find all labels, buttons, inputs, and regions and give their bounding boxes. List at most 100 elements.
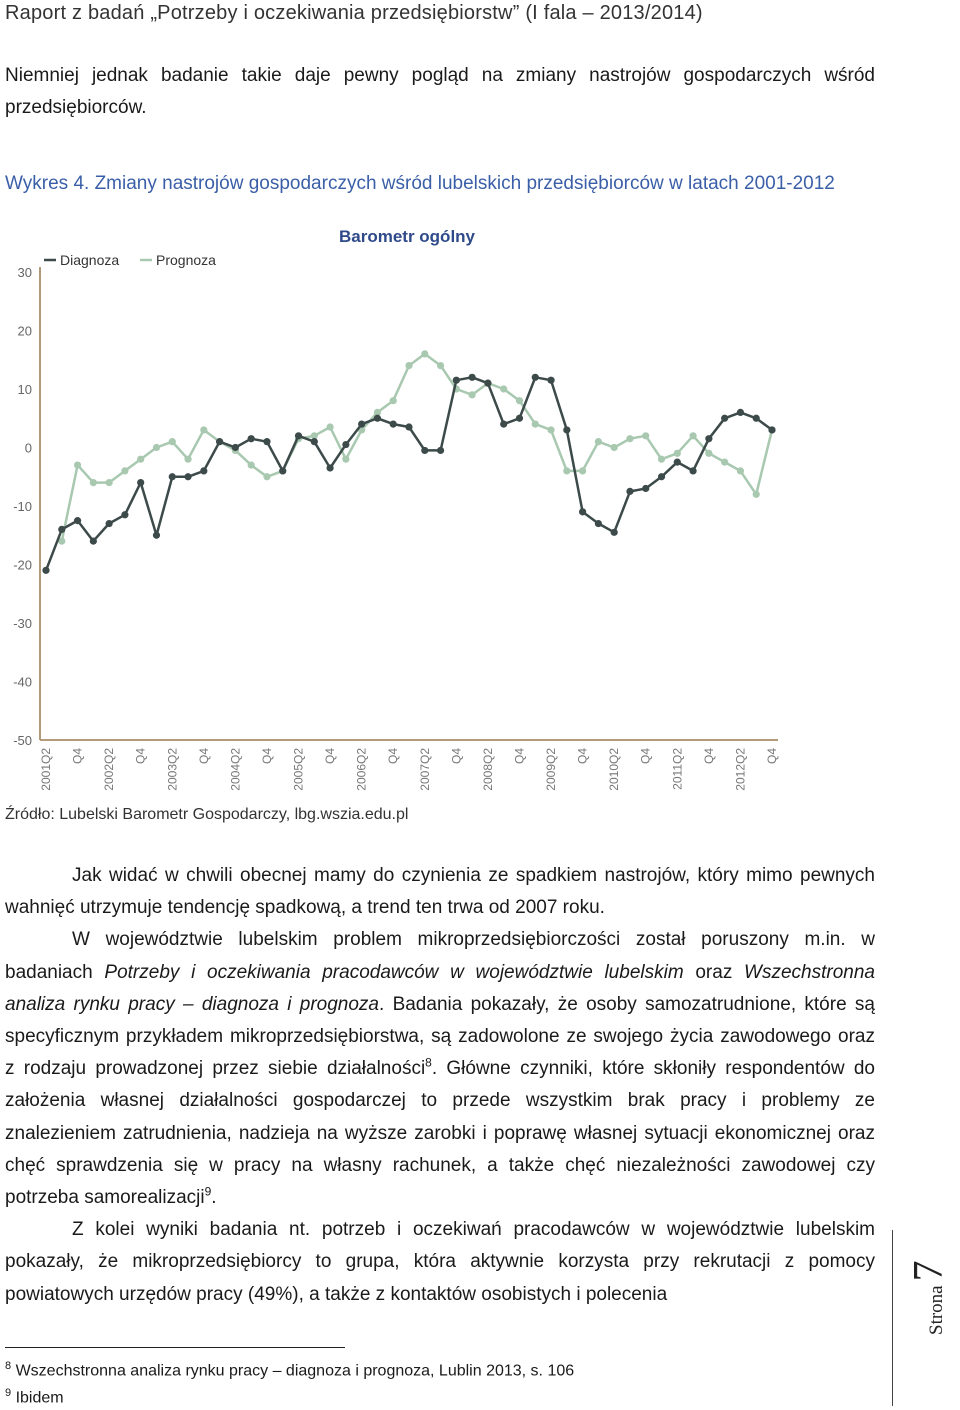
data-point-prognoza — [342, 455, 350, 463]
footnote-text: Wszechstronna analiza rynku pracy – diag… — [15, 1362, 575, 1380]
data-point-diagnoza — [452, 376, 460, 384]
data-point-diagnoza — [342, 440, 350, 449]
data-point-diagnoza — [200, 467, 208, 475]
data-point-prognoza — [373, 408, 382, 416]
y-tick-label: 30 — [18, 265, 32, 280]
data-point-diagnoza — [673, 458, 681, 466]
data-point-diagnoza — [89, 537, 97, 545]
data-point-diagnoza — [294, 432, 303, 440]
chart-title: Barometr ogólny — [339, 227, 476, 246]
y-tick-label: -50 — [13, 733, 32, 748]
footnote-ref-8[interactable]: 8 — [425, 1055, 432, 1070]
data-point-prognoza — [689, 432, 697, 440]
data-point-prognoza — [531, 420, 539, 428]
paragraph-3: Z kolei wyniki badania nt. potrzeb i ocz… — [5, 1219, 875, 1305]
figure-caption: Wykres 4. Zmiany nastrojów gospodarczych… — [5, 173, 835, 194]
x-tick-label: 2005Q2 — [292, 748, 306, 791]
data-point-prognoza — [310, 432, 318, 440]
data-point-prognoza — [58, 537, 66, 545]
data-point-diagnoza — [547, 376, 555, 384]
data-point-prognoza — [121, 467, 129, 475]
footnote-number: 8 — [5, 1360, 12, 1372]
footnote-text: Ibidem — [15, 1389, 64, 1407]
data-point-diagnoza — [705, 435, 713, 443]
data-point-diagnoza — [642, 484, 650, 493]
data-point-prognoza — [405, 362, 413, 370]
p2-italic-title-1: Potrzeby i oczekiwania pracodawców w woj… — [104, 961, 684, 983]
x-tick-label: 2012Q2 — [733, 748, 747, 791]
y-tick-label: -30 — [13, 616, 32, 631]
data-point-diagnoza — [515, 414, 524, 422]
data-point-prognoza — [105, 479, 113, 487]
intro-paragraph: Niemniej jednak badanie takie daje pewny… — [5, 65, 875, 118]
x-tick-label: 2008Q2 — [481, 748, 495, 791]
data-point-prognoza — [515, 397, 524, 405]
x-tick-label: Q4 — [197, 748, 211, 764]
data-point-prognoza — [436, 362, 445, 370]
page-number-badge: Strona 7 — [905, 1240, 960, 1390]
data-point-prognoza — [736, 467, 745, 475]
data-point-prognoza — [721, 458, 729, 466]
x-tick-label: 2006Q2 — [355, 748, 369, 791]
x-axis: 2001Q2 Q4 2002Q2 Q4 2003Q2 Q4 2004Q2 Q4 2005Q2 Q4… — [39, 739, 779, 791]
footnote-ref-9[interactable]: 9 — [204, 1184, 212, 1199]
data-point-prognoza — [673, 449, 681, 457]
p2-text-c: . Badania pokazały, że osoby samozatrudn… — [5, 993, 875, 1080]
chart-legend: Diagnoza Prognoza — [44, 252, 216, 268]
data-point-prognoza — [73, 461, 82, 469]
barometer-chart: Barometr ogólny Diagnoza Prognoza 30 2010… — [0, 220, 820, 805]
x-tick-label: Q4 — [134, 748, 148, 764]
legend-label-prognoza: Prognoza — [156, 252, 216, 268]
figure-source: Źródło: Lubelski Barometr Gospodarczy, l… — [5, 806, 409, 823]
data-point-prognoza — [547, 426, 555, 434]
data-point-prognoza — [200, 426, 208, 434]
paragraph-2: W województwie lubelskim problem mikropr… — [5, 924, 875, 1214]
data-point-diagnoza — [594, 519, 602, 528]
data-point-diagnoza — [137, 479, 145, 487]
page-label: Strona — [926, 1285, 947, 1335]
data-point-prognoza — [752, 490, 760, 498]
x-tick-label: 2003Q2 — [165, 748, 179, 791]
data-point-prognoza — [137, 455, 145, 463]
x-tick-label: Q4 — [639, 748, 653, 764]
data-point-prognoza — [579, 467, 587, 475]
data-point-diagnoza — [121, 511, 129, 519]
data-point-diagnoza — [247, 435, 255, 443]
paragraph-1: Jak widać w chwili obecnej mamy do czyni… — [5, 865, 875, 919]
x-tick-label: 2004Q2 — [228, 748, 242, 791]
running-header-text: Raport z badań „Potrzeby i oczekiwania p… — [5, 2, 703, 24]
data-point-diagnoza — [752, 414, 760, 422]
y-tick-label: 10 — [18, 382, 32, 397]
data-point-diagnoza — [468, 373, 476, 381]
data-point-diagnoza — [184, 473, 192, 481]
data-point-prognoza — [326, 423, 334, 431]
y-tick-label: -10 — [13, 499, 32, 514]
data-point-prognoza — [421, 350, 429, 358]
x-tick-label: 2010Q2 — [607, 748, 621, 791]
x-tick-label: 2001Q2 — [39, 748, 53, 791]
data-point-prognoza — [263, 473, 271, 481]
page-badge-divider — [892, 1230, 893, 1406]
x-tick-label: Q4 — [702, 748, 716, 764]
footnote-8: 8 Wszechstronna analiza rynku pracy – di… — [5, 1355, 574, 1382]
data-point-diagnoza — [58, 525, 66, 533]
data-point-diagnoza — [42, 566, 50, 574]
series-line-prognoza — [60, 352, 774, 542]
x-tick-label: Q4 — [765, 748, 779, 764]
data-point-prognoza — [563, 467, 571, 475]
data-point-prognoza — [610, 443, 618, 452]
y-axis: 30 20 10 0 -10 -20 -30 -40 -50 — [13, 265, 41, 748]
y-tick-label: -40 — [13, 675, 32, 690]
data-point-prognoza — [247, 461, 255, 469]
data-point-diagnoza — [500, 420, 508, 428]
p2-text-b: oraz — [683, 961, 745, 983]
x-tick-label: Q4 — [323, 748, 337, 764]
data-point-diagnoza — [389, 420, 397, 428]
data-point-diagnoza — [152, 531, 161, 539]
footnotes: 8 Wszechstronna analiza rynku pracy – di… — [5, 1355, 574, 1410]
x-tick-label: Q4 — [386, 748, 400, 764]
data-point-prognoza — [626, 435, 634, 443]
data-point-diagnoza — [626, 487, 634, 495]
legend-label-diagnoza: Diagnoza — [60, 252, 119, 268]
data-point-prognoza — [500, 385, 508, 393]
